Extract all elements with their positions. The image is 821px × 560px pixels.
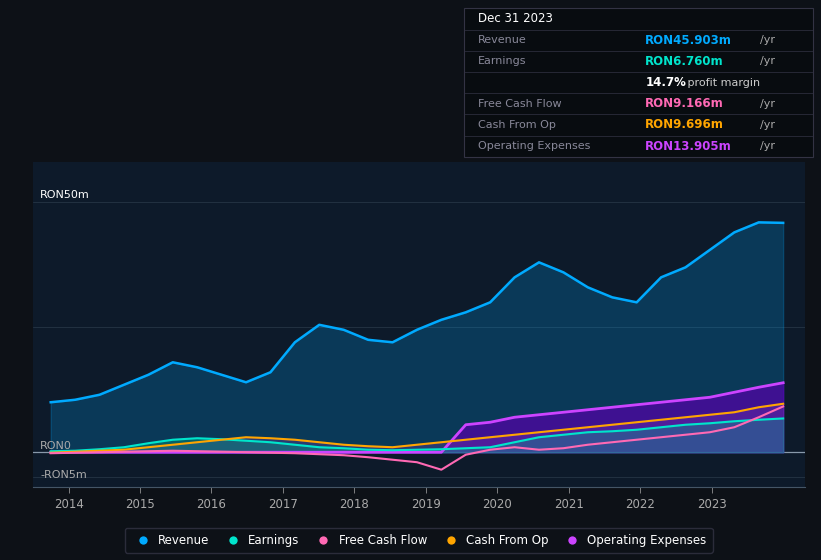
- Text: Earnings: Earnings: [478, 57, 526, 67]
- Text: RON9.696m: RON9.696m: [645, 119, 724, 132]
- Text: /yr: /yr: [760, 141, 776, 151]
- Text: Free Cash Flow: Free Cash Flow: [478, 99, 562, 109]
- Text: RON13.905m: RON13.905m: [645, 139, 732, 153]
- Text: 14.7%: 14.7%: [645, 76, 686, 89]
- Text: /yr: /yr: [760, 57, 776, 67]
- Text: RON6.760m: RON6.760m: [645, 55, 724, 68]
- Text: RON9.166m: RON9.166m: [645, 97, 724, 110]
- Text: -RON5m: -RON5m: [40, 470, 87, 480]
- Text: Dec 31 2023: Dec 31 2023: [478, 12, 553, 26]
- Text: /yr: /yr: [760, 99, 776, 109]
- Text: RON0: RON0: [40, 441, 72, 451]
- Legend: Revenue, Earnings, Free Cash Flow, Cash From Op, Operating Expenses: Revenue, Earnings, Free Cash Flow, Cash …: [125, 528, 713, 553]
- Text: Revenue: Revenue: [478, 35, 526, 45]
- Text: Cash From Op: Cash From Op: [478, 120, 556, 130]
- Text: /yr: /yr: [760, 35, 776, 45]
- Text: profit margin: profit margin: [684, 78, 759, 87]
- Text: Operating Expenses: Operating Expenses: [478, 141, 590, 151]
- Text: RON45.903m: RON45.903m: [645, 34, 732, 46]
- Text: RON50m: RON50m: [40, 190, 89, 200]
- Text: /yr: /yr: [760, 120, 776, 130]
